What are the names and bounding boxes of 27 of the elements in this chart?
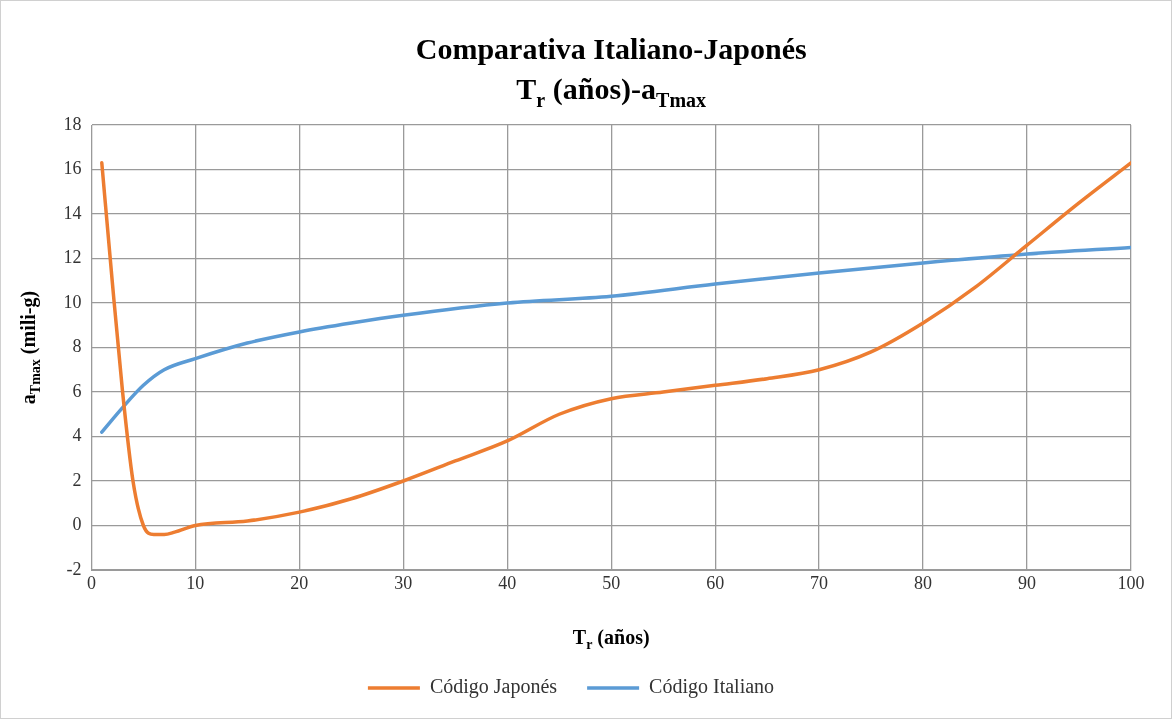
y-tick-label: 0 xyxy=(72,514,82,535)
y-tick-label: 4 xyxy=(72,425,82,446)
legend-label: Código Italiano xyxy=(649,675,775,699)
x-tick-label: 50 xyxy=(602,572,621,593)
y-tick-label: 18 xyxy=(63,113,82,134)
x-tick-label: 20 xyxy=(290,572,309,593)
x-tick-label: 80 xyxy=(914,572,933,593)
x-tick-label: 0 xyxy=(86,572,96,593)
y-tick-label: 12 xyxy=(63,247,82,268)
x-tick-label: 70 xyxy=(810,572,829,593)
line-series xyxy=(100,161,1131,537)
legend-label: Código Japonés xyxy=(429,675,558,699)
x-tick-label: 30 xyxy=(394,572,413,593)
y-tick-label: 16 xyxy=(63,158,82,179)
x-tick-label: 90 xyxy=(1018,572,1037,593)
y-tick-label: -2 xyxy=(66,558,82,579)
y-tick-label: 14 xyxy=(63,202,82,223)
y-tick-label: 8 xyxy=(72,336,82,357)
y-tick-label: 6 xyxy=(72,380,82,401)
y-tick-label: 2 xyxy=(72,469,82,490)
x-tick-label: 10 xyxy=(186,572,205,593)
y-axis-title: aTmax (mili-g) xyxy=(17,290,43,405)
line-series xyxy=(100,245,1131,434)
y-tick-label: 10 xyxy=(63,291,82,312)
x-tick-label: 60 xyxy=(706,572,725,593)
x-tick-label: 40 xyxy=(498,572,517,593)
x-tick-label: 100 xyxy=(1117,572,1145,593)
